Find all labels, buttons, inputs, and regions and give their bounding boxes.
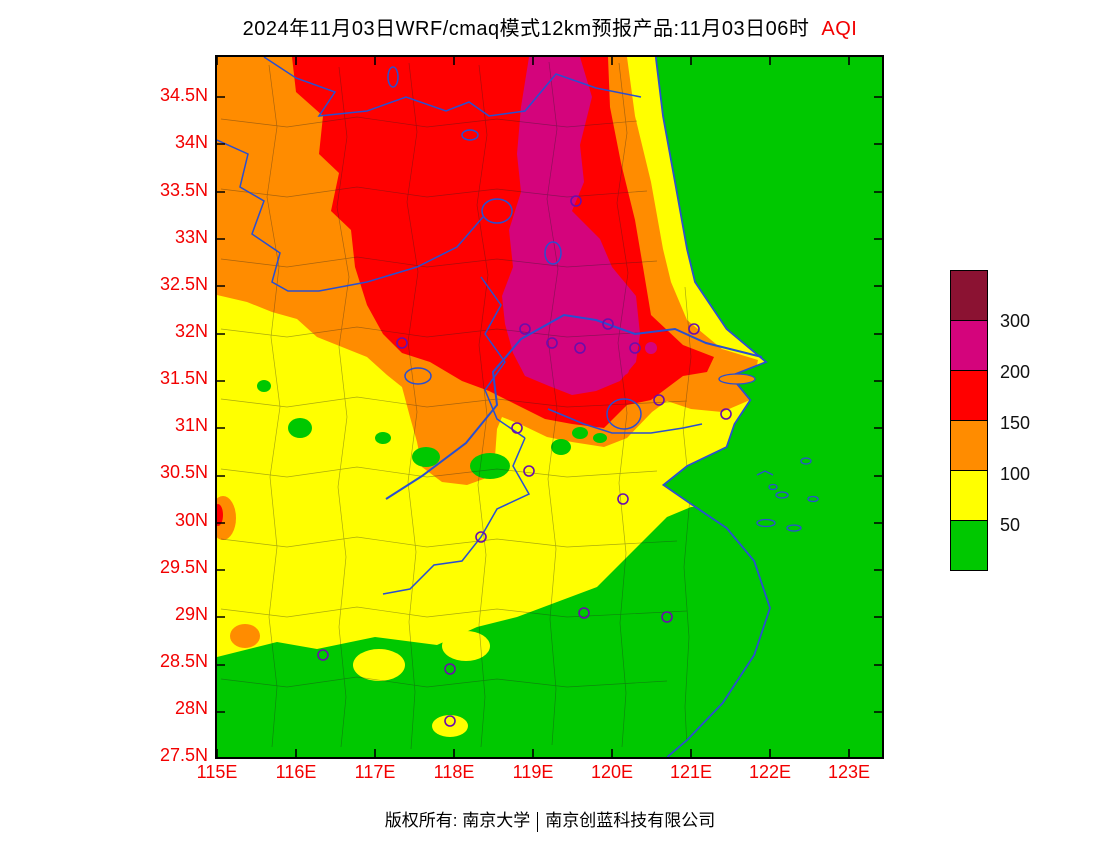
sea-area (655, 57, 882, 757)
county-boundaries (220, 61, 692, 750)
legend-value-label: 200 (1000, 362, 1031, 382)
green-pocket (375, 432, 391, 444)
province-borders (217, 57, 703, 595)
lat-tick-label: 33N (174, 227, 208, 247)
aqi-forecast-map (215, 55, 884, 759)
green-pocket (551, 439, 571, 455)
lake-outlines (387, 66, 642, 430)
legend-value-label: 100 (1000, 464, 1031, 484)
coastline (654, 57, 771, 757)
lat-tick-label: 34.5N (159, 85, 208, 105)
lat-tick-label: 28.5N (159, 651, 208, 671)
green-pocket (412, 447, 440, 467)
lat-tick-label: 31.5N (159, 368, 208, 388)
lat-tick-label: 30N (174, 510, 208, 530)
lon-tick-label: 117E (354, 762, 396, 782)
lat-tick-label: 32N (174, 321, 208, 341)
lon-tick-label: 118E (433, 762, 475, 782)
lon-tick-label: 122E (748, 762, 792, 782)
lon-tick-label: 115E (196, 762, 238, 782)
magenta-spot (619, 365, 629, 375)
lat-tick-label: 31N (174, 415, 208, 435)
magenta-spot (645, 342, 657, 354)
city-markers (317, 195, 732, 727)
green-pocket (257, 380, 271, 392)
lat-tick-label: 29.5N (159, 557, 208, 577)
legend-color-swatch (950, 320, 988, 371)
orange-pocket (230, 624, 260, 648)
green-pocket (288, 418, 312, 438)
lat-tick-label: 32.5N (159, 274, 208, 294)
lon-tick-label: 121E (669, 762, 713, 782)
legend-value-label: 150 (1000, 413, 1031, 433)
lat-tick-label: 27.5N (159, 745, 208, 765)
page-title: 2024年11月03日WRF/cmaq模式12km预报产品:11月03日06时 A… (0, 12, 1100, 41)
legend-color-swatch (950, 470, 988, 521)
magenta-core (502, 57, 640, 395)
copyright-owner: 版权所有: 南京大学 (384, 811, 531, 830)
legend-color-swatch (950, 370, 988, 421)
lat-tick-label: 30.5N (159, 462, 208, 482)
lon-tick-label: 120E (590, 762, 634, 782)
south-green-band (217, 507, 882, 757)
lat-tick-label: 33.5N (159, 180, 208, 200)
legend-color-swatch (950, 420, 988, 471)
lat-tick-label: 34N (174, 132, 208, 152)
green-pocket (572, 427, 588, 439)
copyright-company: 南京创蓝科技有限公司 (545, 811, 716, 830)
title-text: 2024年11月03日WRF/cmaq模式12km预报产品:11月03日06时 (242, 18, 810, 40)
green-pocket (470, 453, 510, 479)
legend-color-swatch (950, 270, 988, 321)
copyright-footer: 版权所有: 南京大学 南京创蓝科技有限公司 (0, 806, 1100, 832)
title-metric-aqi: AQI (821, 18, 858, 40)
lon-tick-label: 119E (512, 762, 554, 782)
red-pocket (217, 504, 223, 526)
yellow-pocket (353, 649, 405, 681)
orange-pocket (217, 496, 236, 540)
lat-tick-label: 28N (174, 698, 208, 718)
legend-value-label: 300 (1000, 311, 1031, 331)
legend-value-label: 50 (1000, 515, 1021, 535)
river-yangtze (385, 313, 763, 500)
aqi-colorbar (950, 270, 988, 571)
lat-tick-label: 29N (174, 604, 208, 624)
lon-tick-label: 116E (275, 762, 317, 782)
axis-ticks (217, 57, 882, 757)
lon-tick-label: 123E (827, 762, 871, 782)
legend-color-swatch (950, 520, 988, 571)
yellow-pocket (442, 631, 490, 661)
island-outlines (718, 373, 819, 532)
footer-divider (537, 811, 539, 832)
green-pocket (593, 433, 607, 443)
